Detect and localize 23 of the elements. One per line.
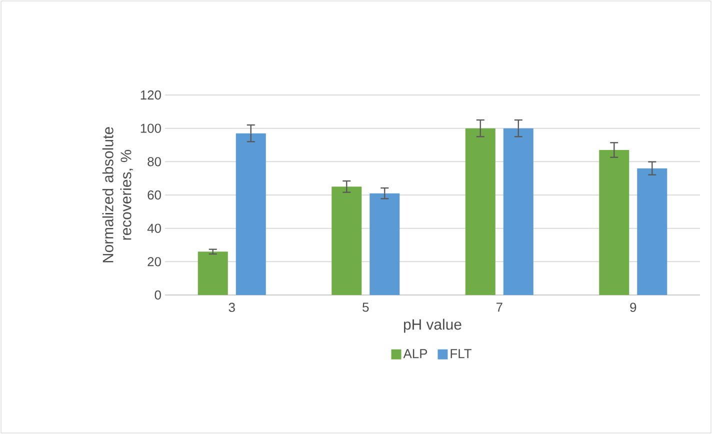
y-tick-label: 120 (140, 90, 161, 100)
bar (198, 252, 228, 295)
bar (370, 193, 400, 295)
y-tick-label: 0 (154, 290, 161, 300)
y-tick-label: 80 (148, 157, 161, 166)
x-axis-title: pH value (404, 318, 462, 333)
bar (236, 133, 266, 295)
x-tick-label: 3 (228, 302, 235, 312)
bar (465, 128, 496, 295)
legend-label: ALP (403, 349, 428, 358)
bar (332, 186, 362, 295)
bar (599, 150, 630, 295)
x-tick-label: 5 (362, 302, 369, 312)
x-tick-label: 7 (496, 302, 502, 312)
bar (637, 168, 668, 295)
y-tick-label: 20 (148, 257, 161, 266)
legend-label: FLT (450, 349, 472, 358)
y-tick-label: 60 (148, 190, 161, 200)
x-tick-label: 9 (630, 302, 636, 312)
bar (503, 128, 534, 295)
y-tick-label: 100 (140, 124, 161, 133)
y-axis-title: Normalized absolute recoveries, % (102, 127, 134, 262)
y-tick-label: 40 (147, 224, 161, 233)
